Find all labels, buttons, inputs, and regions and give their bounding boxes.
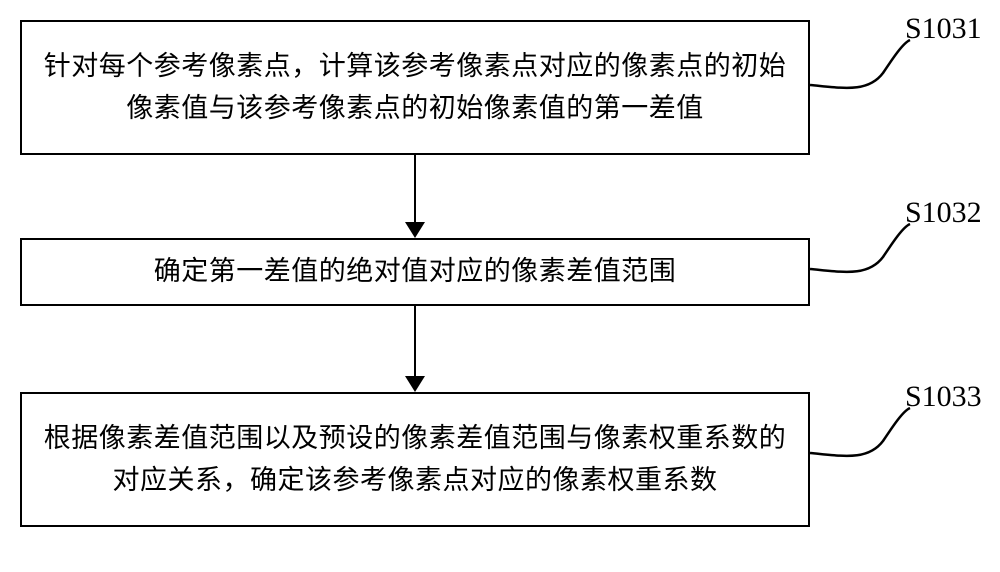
step-3-text: 根据像素差值范围以及预设的像素差值范围与像素权重系数的对应关系，确定该参考像素点…	[42, 418, 788, 502]
connector-curve-3	[808, 406, 918, 466]
arrow-2-3-head	[405, 376, 425, 392]
connector-curve-1	[808, 38, 918, 98]
connector-curve-2	[808, 222, 918, 282]
flowchart-step-1: 针对每个参考像素点，计算该参考像素点对应的像素点的初始像素值与该参考像素点的初始…	[20, 20, 810, 155]
step-1-text: 针对每个参考像素点，计算该参考像素点对应的像素点的初始像素值与该参考像素点的初始…	[42, 46, 788, 130]
arrow-1-2-head	[405, 222, 425, 238]
flowchart-step-3: 根据像素差值范围以及预设的像素差值范围与像素权重系数的对应关系，确定该参考像素点…	[20, 392, 810, 527]
flowchart-step-2: 确定第一差值的绝对值对应的像素差值范围	[20, 238, 810, 306]
arrow-2-3-line	[414, 306, 416, 379]
flowchart-container: 针对每个参考像素点，计算该参考像素点对应的像素点的初始像素值与该参考像素点的初始…	[0, 0, 1000, 572]
arrow-1-2-line	[414, 155, 416, 225]
step-2-text: 确定第一差值的绝对值对应的像素差值范围	[154, 251, 677, 293]
